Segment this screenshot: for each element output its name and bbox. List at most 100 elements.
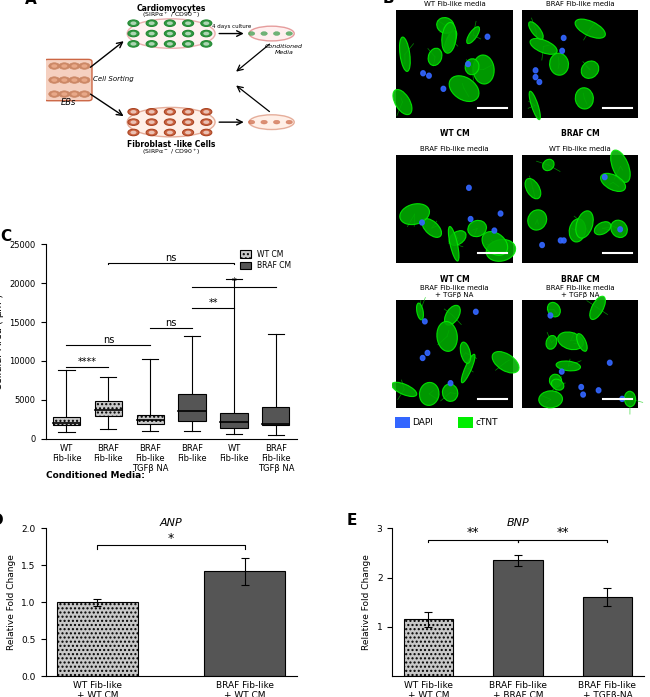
Bar bbox=[53, 417, 80, 425]
Ellipse shape bbox=[576, 210, 593, 238]
Circle shape bbox=[128, 129, 139, 136]
Circle shape bbox=[533, 68, 538, 72]
Circle shape bbox=[131, 110, 136, 114]
Circle shape bbox=[167, 110, 173, 114]
Circle shape bbox=[131, 42, 136, 46]
Circle shape bbox=[274, 120, 280, 124]
Text: ns: ns bbox=[166, 318, 177, 328]
Circle shape bbox=[421, 71, 425, 76]
Text: (SIRPα$^-$ / CD90$^+$): (SIRPα$^-$ / CD90$^+$) bbox=[142, 147, 200, 157]
Ellipse shape bbox=[422, 219, 441, 238]
Text: BRAF Fib-like media: BRAF Fib-like media bbox=[546, 1, 614, 7]
Circle shape bbox=[131, 32, 136, 36]
Circle shape bbox=[128, 109, 139, 115]
Circle shape bbox=[58, 63, 70, 69]
Circle shape bbox=[426, 73, 431, 78]
Ellipse shape bbox=[127, 19, 215, 48]
Circle shape bbox=[203, 131, 209, 135]
Circle shape bbox=[469, 217, 473, 222]
Circle shape bbox=[149, 22, 155, 25]
Circle shape bbox=[558, 238, 563, 243]
Circle shape bbox=[203, 32, 209, 36]
Ellipse shape bbox=[445, 305, 460, 325]
Text: Conditioned Media:: Conditioned Media: bbox=[46, 471, 144, 480]
Circle shape bbox=[164, 40, 176, 47]
Circle shape bbox=[146, 129, 157, 136]
Ellipse shape bbox=[575, 88, 593, 109]
Ellipse shape bbox=[547, 302, 560, 317]
Circle shape bbox=[146, 109, 157, 115]
Circle shape bbox=[560, 369, 564, 374]
Circle shape bbox=[596, 388, 601, 393]
Circle shape bbox=[560, 48, 564, 54]
Circle shape bbox=[69, 63, 80, 69]
Circle shape bbox=[146, 20, 157, 26]
Circle shape bbox=[185, 121, 191, 124]
Text: BRAF Fib-like media
+ TGFβ NA: BRAF Fib-like media + TGFβ NA bbox=[546, 284, 614, 298]
Circle shape bbox=[81, 78, 88, 82]
Circle shape bbox=[183, 40, 194, 47]
Circle shape bbox=[146, 30, 157, 37]
Circle shape bbox=[183, 129, 194, 136]
Circle shape bbox=[608, 360, 612, 365]
Circle shape bbox=[248, 31, 255, 36]
Circle shape bbox=[261, 120, 267, 124]
Circle shape bbox=[61, 64, 68, 68]
Text: ns: ns bbox=[103, 335, 114, 345]
Ellipse shape bbox=[569, 219, 586, 242]
Circle shape bbox=[79, 63, 90, 69]
Y-axis label: Relative Fold Change: Relative Fold Change bbox=[7, 554, 16, 650]
Ellipse shape bbox=[551, 379, 564, 390]
Circle shape bbox=[167, 22, 173, 25]
Ellipse shape bbox=[611, 220, 627, 238]
Text: ns: ns bbox=[166, 253, 177, 263]
Circle shape bbox=[167, 121, 173, 124]
Text: A: A bbox=[25, 0, 37, 7]
Ellipse shape bbox=[492, 351, 519, 373]
Ellipse shape bbox=[611, 150, 630, 183]
Circle shape bbox=[425, 351, 430, 355]
Circle shape bbox=[618, 227, 623, 232]
Bar bbox=[396, 10, 513, 118]
Ellipse shape bbox=[590, 296, 605, 319]
Circle shape bbox=[72, 78, 77, 82]
Circle shape bbox=[185, 32, 191, 36]
Ellipse shape bbox=[448, 227, 459, 261]
Circle shape bbox=[203, 22, 209, 25]
Ellipse shape bbox=[417, 303, 423, 320]
Ellipse shape bbox=[550, 53, 569, 75]
Circle shape bbox=[149, 121, 155, 124]
Circle shape bbox=[548, 313, 552, 318]
Ellipse shape bbox=[625, 391, 636, 407]
Text: *: * bbox=[168, 532, 174, 544]
Ellipse shape bbox=[546, 335, 557, 349]
Ellipse shape bbox=[462, 354, 475, 383]
Ellipse shape bbox=[558, 332, 584, 350]
Circle shape bbox=[49, 77, 60, 84]
Circle shape bbox=[562, 36, 566, 40]
Ellipse shape bbox=[443, 384, 458, 401]
Circle shape bbox=[128, 20, 139, 26]
Bar bbox=[179, 395, 205, 421]
Circle shape bbox=[422, 319, 427, 324]
Circle shape bbox=[467, 185, 471, 190]
Circle shape bbox=[167, 42, 173, 46]
Circle shape bbox=[562, 238, 566, 243]
Circle shape bbox=[540, 243, 544, 247]
Circle shape bbox=[128, 119, 139, 125]
Circle shape bbox=[533, 75, 538, 79]
Text: WT Fib-like media: WT Fib-like media bbox=[549, 146, 611, 152]
Bar bbox=[395, 417, 410, 427]
Ellipse shape bbox=[127, 107, 215, 137]
Text: WT CM: WT CM bbox=[439, 130, 469, 139]
Circle shape bbox=[69, 77, 80, 84]
Title: ANP: ANP bbox=[160, 518, 183, 528]
Ellipse shape bbox=[400, 37, 410, 71]
Ellipse shape bbox=[594, 222, 611, 235]
Ellipse shape bbox=[449, 231, 466, 245]
Circle shape bbox=[203, 110, 209, 114]
Circle shape bbox=[72, 64, 77, 68]
Circle shape bbox=[183, 20, 194, 26]
Text: ****: **** bbox=[78, 357, 97, 367]
Bar bbox=[204, 572, 285, 676]
